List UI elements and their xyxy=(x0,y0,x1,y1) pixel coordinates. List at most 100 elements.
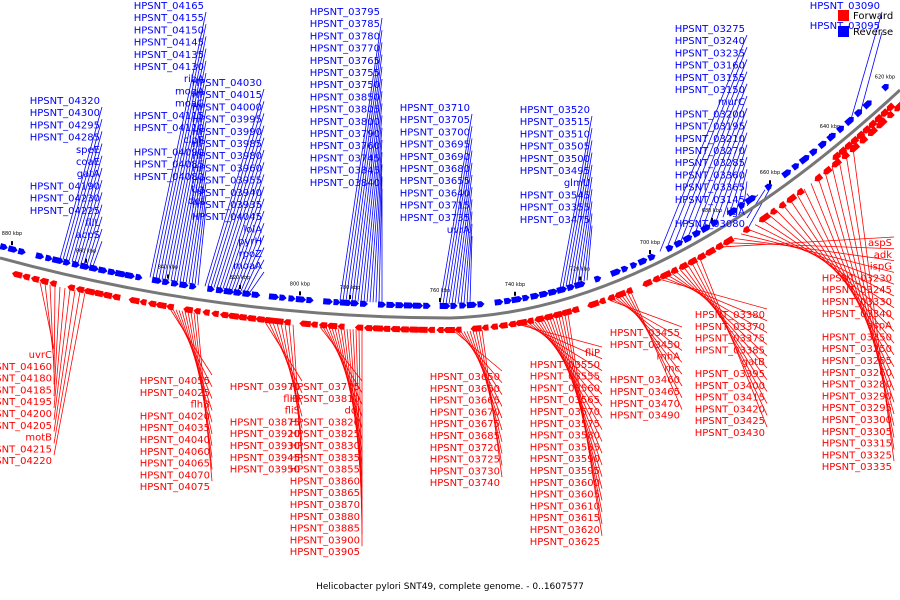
gene-label-acps: acpS xyxy=(76,230,100,241)
reverse-gene-33 xyxy=(170,280,179,287)
gene-label-hpsnt-03460: HPSNT_03460 xyxy=(610,375,680,386)
connector-hpsnt-03740 xyxy=(481,330,503,478)
reverse-gene-43 xyxy=(223,287,235,295)
connector-hpsnt-04025 xyxy=(172,309,213,387)
forward-gene-96 xyxy=(498,321,509,329)
connector-hpsnt-04055 xyxy=(169,308,213,376)
forward-gene-121 xyxy=(625,286,634,295)
connector-hpsnt-03990 xyxy=(216,137,265,289)
forward-gene-108 xyxy=(552,310,563,319)
gene-label-hpsnt-03870: HPSNT_03870 xyxy=(290,500,360,511)
forward-gene-145 xyxy=(758,212,771,223)
gene-label-hpsnt-03820: HPSNT_03820 xyxy=(290,417,360,428)
gene-label-uvrc: uvrC xyxy=(29,350,52,361)
gene-label-hpsnt-03260: HPSNT_03260 xyxy=(822,368,892,379)
gene-label-hpsnt-03840: HPSNT_03840 xyxy=(310,178,380,189)
reverse-gene-21 xyxy=(107,268,117,276)
gene-label-hpsnt-03955: HPSNT_03955 xyxy=(192,176,262,187)
gene-label-hpsnt-04000: HPSNT_04000 xyxy=(192,102,262,113)
forward-gene-159 xyxy=(831,157,843,168)
gene-label-hpsnt-04020: HPSNT_04020 xyxy=(140,411,210,422)
gene-label-hpsnt-03305: HPSNT_03305 xyxy=(822,427,892,438)
gene-label-hpsnt-03545: HPSNT_03545 xyxy=(520,190,590,201)
reverse-gene-101 xyxy=(521,294,530,302)
gene-label-gatb: gatB xyxy=(742,357,765,368)
tick-label-780-kbp: 780 kbp xyxy=(340,285,360,291)
reverse-gene-52 xyxy=(268,293,280,301)
connector-hpsnt-03940 xyxy=(231,198,265,291)
tick-mark-6 xyxy=(439,297,441,302)
forward-gene-70 xyxy=(363,324,373,332)
forward-gene-38 xyxy=(202,309,211,316)
gene-label-hpsnt-03785: HPSNT_03785 xyxy=(310,19,380,30)
forward-gene-112 xyxy=(571,305,580,314)
connector-coae xyxy=(74,167,103,263)
connector-hpsnt-03960 xyxy=(225,174,265,290)
gene-label-hpsnt-03625: HPSNT_03625 xyxy=(530,537,600,548)
connector-hpsnt-03640 xyxy=(460,199,473,304)
gene-label-hpsnt-04060: HPSNT_04060 xyxy=(140,447,210,458)
gene-label-hpsnt-03230: HPSNT_03230 xyxy=(822,273,892,284)
gene-label-hpsnt-03865: HPSNT_03865 xyxy=(290,488,360,499)
gene-label-hpsnt-03945: HPSNT_03945 xyxy=(230,453,300,464)
forward-gene-50 xyxy=(255,316,265,323)
gene-label-hpsnt-03155: HPSNT_03155 xyxy=(675,73,745,84)
forward-gene-32 xyxy=(166,303,175,311)
forward-gene-148 xyxy=(778,200,787,209)
forward-gene-137 xyxy=(705,246,717,256)
connector-hpsnt-03450 xyxy=(612,298,683,340)
connector-moga xyxy=(170,97,207,282)
reverse-gene-92 xyxy=(477,301,485,308)
gene-label-flil: fliL xyxy=(85,218,100,229)
gene-label-hpsnt-03760: HPSNT_03760 xyxy=(310,141,380,152)
gene-label-hpsnt-04070: HPSNT_04070 xyxy=(140,470,210,481)
tick-label-660-kbp: 660 kbp xyxy=(760,170,780,176)
connector-hpsnt-03505 xyxy=(568,152,593,286)
gene-label-hpsnt-03720: HPSNT_03720 xyxy=(430,443,500,454)
reverse-gene-49 xyxy=(251,291,261,298)
gene-label-hpsnt-03395: HPSNT_03395 xyxy=(695,369,765,380)
reverse-gene-90 xyxy=(466,301,478,309)
gene-label-hpsnt-04075: HPSNT_04075 xyxy=(140,482,210,493)
gene-label-hpsnt-03375: HPSNT_03375 xyxy=(695,334,765,345)
forward-gene-77 xyxy=(399,326,409,333)
connector-hpsnt-03715 xyxy=(463,211,473,304)
connector-hpsnt-03195 xyxy=(715,132,748,222)
gene-label-moac: moaC xyxy=(175,99,204,110)
gene-label-hpsnt-03565: HPSNT_03565 xyxy=(530,395,600,406)
gene-label-hpsnt-04080: HPSNT_04080 xyxy=(134,172,204,183)
gene-label-hpsnt-03475: HPSNT_03475 xyxy=(520,215,590,226)
connector-glmu xyxy=(577,189,593,284)
connector-hpsnt-03730 xyxy=(478,330,503,466)
gene-label-hpsnt-03520: HPSNT_03520 xyxy=(520,105,590,116)
forward-gene-93 xyxy=(481,324,489,331)
connector-hpsnt-04185 xyxy=(53,285,56,385)
forward-gene-58 xyxy=(299,320,311,328)
connector-hpsnt-03725 xyxy=(475,330,503,454)
forward-gene-157 xyxy=(823,165,833,175)
gene-label-hpsnt-03650: HPSNT_03650 xyxy=(430,372,500,383)
connector-hpsnt-03335 xyxy=(852,147,895,462)
connector-hpsnt-03760 xyxy=(372,152,383,303)
gene-label-hpsnt-03845: HPSNT_03845 xyxy=(310,166,380,177)
reverse-legend-label: Reverse xyxy=(853,27,893,38)
forward-gene-140 xyxy=(722,235,735,246)
forward-gene-165 xyxy=(859,135,869,144)
connector-hpsnt-03375 xyxy=(667,275,768,333)
connector-hpsnt-03545 xyxy=(580,201,593,283)
gene-label-hpsnt-03755: HPSNT_03755 xyxy=(310,68,380,79)
reverse-gene-87 xyxy=(450,302,458,310)
connector-hpsnt-04135 xyxy=(161,60,207,280)
tick-label-620-kbp: 620 kbp xyxy=(875,75,895,81)
gene-label-hpsnt-03690: HPSNT_03690 xyxy=(400,152,470,163)
connector-hpsnt-03625 xyxy=(567,313,603,536)
connector-hpsnt-03090 xyxy=(849,11,883,123)
connector-hpsnt-03095 xyxy=(859,31,883,114)
reverse-gene-89 xyxy=(459,302,467,309)
reverse-gene-97 xyxy=(503,297,512,305)
forward-gene-83 xyxy=(427,326,435,333)
connector-motb xyxy=(53,290,76,432)
gene-label-coae: coaE xyxy=(76,157,100,168)
connector-hpsnt-03955 xyxy=(228,186,265,290)
gene-label-hpsnt-03735: HPSNT_03735 xyxy=(400,213,470,224)
